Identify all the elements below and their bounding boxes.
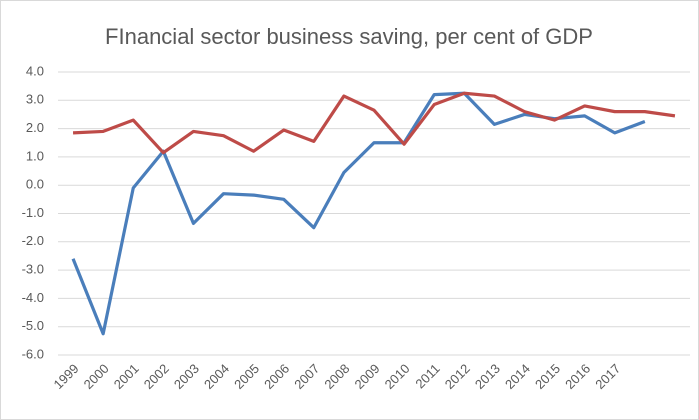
line-series [72,91,676,155]
y-tick-label: -3.0 [22,262,44,277]
y-tick-label: 1.0 [26,148,44,163]
y-tick-label: 3.0 [26,92,44,107]
y-tick-label: -1.0 [22,205,44,220]
chart-title: FInancial sector business saving, per ce… [105,24,593,49]
y-tick-label: 4.0 [26,63,44,78]
y-tick-label: -4.0 [22,290,44,305]
y-tick-label: -6.0 [22,346,44,361]
y-tick-label: 0.0 [26,177,44,192]
y-tick-label: 2.0 [26,120,44,135]
y-tick-label: -5.0 [22,318,44,333]
y-tick-label: -2.0 [22,233,44,248]
